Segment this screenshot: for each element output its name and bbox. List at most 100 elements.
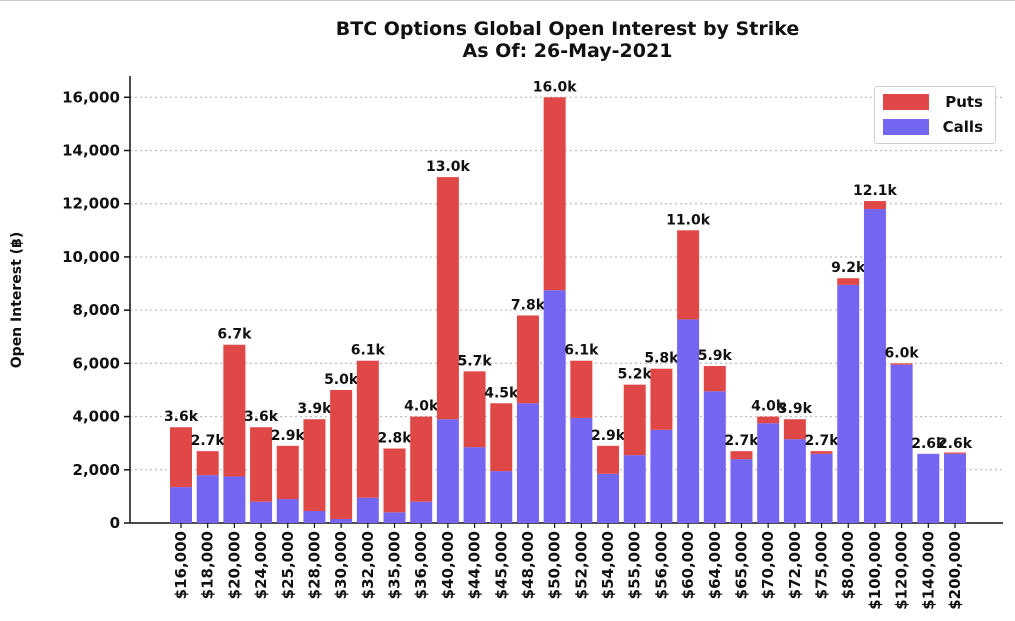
x-tick-label: $30,000 — [332, 531, 350, 599]
bar-calls — [196, 475, 219, 523]
bar-puts — [276, 445, 299, 500]
bar-calls — [677, 319, 700, 523]
bar-puts — [623, 384, 646, 456]
y-tick-label: 2,000 — [73, 461, 120, 479]
data-label: 12.1k — [853, 183, 898, 199]
bar-puts — [436, 177, 459, 420]
data-label: 5.2k — [618, 367, 653, 383]
data-label: 3.9k — [778, 401, 813, 417]
bar-puts — [650, 368, 673, 430]
bar-puts — [196, 451, 219, 476]
bar-calls — [810, 453, 833, 523]
x-tick-label: $100,000 — [866, 531, 884, 610]
data-label: 6.1k — [351, 343, 386, 359]
bar-calls — [890, 364, 913, 523]
x-tick-label: $54,000 — [599, 531, 617, 599]
data-label: 6.7k — [217, 327, 252, 343]
x-tick-label: $56,000 — [652, 531, 670, 599]
data-label: 5.8k — [644, 351, 679, 367]
data-label: 2.7k — [804, 433, 839, 449]
bar-puts — [543, 97, 566, 291]
data-label: 2.8k — [377, 431, 412, 447]
data-label: 3.6k — [164, 409, 199, 425]
data-label: 4.0k — [404, 399, 439, 415]
y-tick-label: 14,000 — [62, 142, 120, 160]
bar-puts — [730, 451, 753, 460]
x-tick-label: $44,000 — [466, 531, 484, 599]
x-tick-label: $64,000 — [706, 531, 724, 599]
data-label: 6.0k — [885, 345, 920, 361]
data-label: 2.9k — [591, 428, 626, 444]
bar-puts — [783, 419, 806, 440]
data-label: 6.1k — [564, 343, 599, 359]
data-label: 9.2k — [831, 260, 866, 276]
bar-calls — [597, 473, 620, 523]
data-label: 7.8k — [511, 297, 546, 313]
data-label: 2.9k — [271, 428, 306, 444]
data-label: 2.6k — [911, 436, 946, 452]
bar-puts — [170, 427, 192, 488]
data-label: 11.0k — [666, 212, 711, 228]
bar-puts — [490, 403, 513, 472]
legend: Puts Calls — [874, 86, 996, 144]
data-label: 2.7k — [191, 433, 226, 449]
bar-calls — [490, 471, 513, 523]
bar-puts — [677, 230, 700, 320]
chart-subtitle: As Of: 26-May-2021 — [462, 40, 673, 62]
bar-calls — [383, 512, 406, 523]
data-label: 3.9k — [297, 401, 332, 417]
bar-calls — [837, 284, 860, 523]
bar-calls — [410, 501, 433, 523]
x-tick-label: $65,000 — [732, 531, 750, 599]
x-tick-label: $70,000 — [759, 531, 777, 599]
legend-swatch-calls — [883, 119, 929, 135]
bar-puts — [383, 448, 406, 513]
legend-label-calls: Calls — [942, 118, 983, 136]
y-tick-label: 4,000 — [73, 408, 120, 426]
x-tick-label: $18,000 — [199, 531, 217, 599]
x-tick-label: $120,000 — [893, 531, 911, 610]
x-tick-label: $52,000 — [572, 531, 590, 599]
data-label: 5.7k — [458, 353, 493, 369]
bar-puts — [757, 416, 780, 424]
bar-puts — [863, 201, 886, 210]
y-tick-label: 8,000 — [73, 301, 120, 319]
data-label: 2.6k — [938, 436, 973, 452]
bar-puts — [570, 360, 593, 418]
x-tick-label: $24,000 — [252, 531, 270, 599]
x-tick-label: $50,000 — [546, 531, 564, 599]
bar-calls — [944, 453, 966, 523]
x-tick-label: $72,000 — [786, 531, 804, 599]
data-label: 5.9k — [698, 348, 733, 364]
bar-calls — [570, 417, 593, 523]
bar-puts — [944, 452, 966, 454]
x-tick-label: $36,000 — [412, 531, 430, 599]
bar-calls — [863, 209, 886, 524]
bar-puts — [250, 427, 273, 502]
x-tick-label: $55,000 — [626, 531, 644, 599]
bar-calls — [703, 391, 726, 523]
data-label: 4.5k — [484, 385, 519, 401]
legend-item-puts: Puts — [883, 93, 987, 111]
bar-calls — [730, 459, 753, 523]
y-tick-label: 16,000 — [62, 88, 120, 106]
bar-calls — [250, 501, 273, 523]
bar-calls — [436, 419, 459, 523]
x-tick-label: $200,000 — [946, 531, 964, 610]
bar-puts — [810, 451, 833, 454]
bar-calls — [543, 290, 566, 523]
x-tick-label: $32,000 — [359, 531, 377, 599]
y-tick-label: 0 — [110, 514, 120, 532]
bar-puts — [516, 315, 539, 404]
bar-puts — [223, 344, 246, 477]
bar-puts — [597, 445, 620, 474]
chart-title: BTC Options Global Open Interest by Stri… — [335, 18, 800, 40]
data-label: 13.0k — [426, 159, 471, 175]
legend-item-calls: Calls — [883, 118, 987, 136]
x-tick-label: $48,000 — [519, 531, 537, 599]
x-tick-label: $28,000 — [305, 531, 323, 599]
bar-puts — [890, 363, 913, 365]
x-tick-label: $20,000 — [225, 531, 243, 599]
x-tick-label: $16,000 — [172, 531, 190, 599]
